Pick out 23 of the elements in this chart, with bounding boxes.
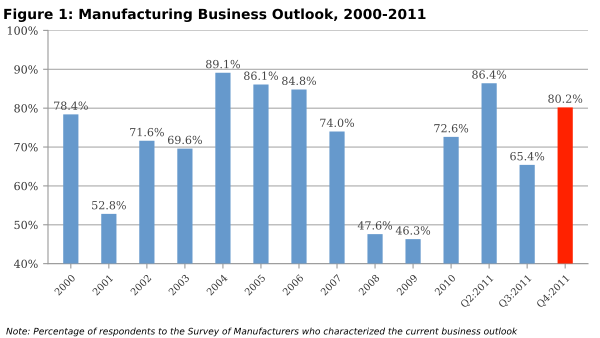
- data-label: 86.1%: [244, 72, 278, 80]
- data-label: 78.4%: [54, 101, 88, 110]
- y-tick-label: 80%: [14, 104, 38, 113]
- data-label: 71.6%: [130, 128, 164, 136]
- data-label: 46.3%: [396, 226, 430, 235]
- data-label: 84.8%: [282, 76, 316, 86]
- data-label: 47.6%: [358, 221, 392, 230]
- data-label: 89.1%: [206, 60, 240, 68]
- y-tick-label: 90%: [14, 65, 38, 74]
- y-tick-label: 60%: [14, 182, 38, 190]
- data-label: 74.0%: [320, 118, 354, 127]
- y-tick-label: 50%: [14, 220, 38, 230]
- data-label: 72.6%: [434, 124, 468, 132]
- data-label: 86.4%: [472, 70, 506, 79]
- data-label: 69.6%: [168, 136, 202, 144]
- data-label: 52.8%: [92, 200, 126, 210]
- y-tick-label: 40%: [14, 260, 38, 268]
- chart-title: Figure 1: Manufacturing Business Outlook, 2000-2011: [4, 8, 426, 22]
- data-label: 65.4%: [510, 152, 544, 160]
- text: Note: Percentage of respondents to the Survey of Manufacturers who characterized the current business outlook: [6, 328, 518, 336]
- y-tick-label: 70%: [14, 143, 38, 152]
- y-tick-label: 100%: [8, 26, 38, 35]
- data-label: 80.2%: [548, 94, 582, 103]
